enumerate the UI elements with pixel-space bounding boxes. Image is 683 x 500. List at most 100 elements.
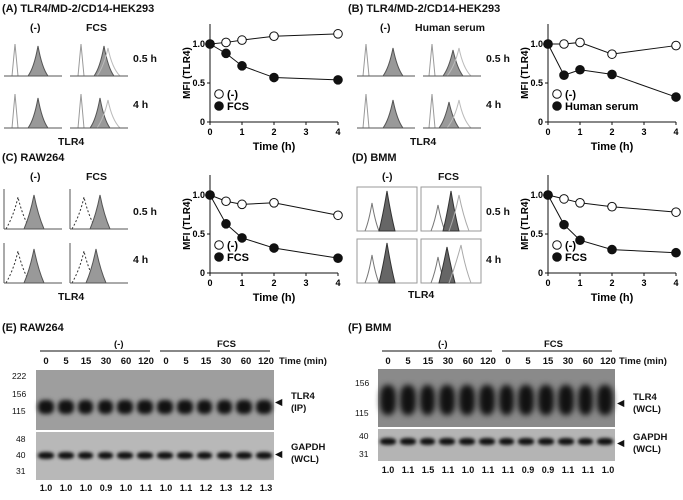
blot-e-top-band-10 — [236, 400, 253, 414]
chart-a-legend-label-0: (-) — [227, 89, 238, 101]
blot-e-bottom-band-3 — [97, 452, 114, 459]
blot-e-bottom-band-8 — [196, 452, 213, 459]
chart-b-xtick-label-3: 3 — [641, 127, 646, 137]
blot-e-mw-222: 222 — [12, 371, 27, 381]
chart-a: 0 1 2 3 4 0 0.5 1.0 Time (h) MFI (TLR4) (-)FCS — [182, 24, 343, 153]
blot-e-label-top-2: (IP) — [291, 403, 307, 414]
blot-f-top-band-0 — [380, 385, 396, 415]
panel-c-cond-pos: FCS — [86, 171, 107, 183]
blot-e-bottom-band-1 — [57, 452, 74, 459]
blot-e-top-band-1 — [57, 400, 74, 414]
chart-c-ylabel: MFI (TLR4) — [182, 198, 193, 250]
chart-b-series-1-point-1 — [559, 70, 569, 81]
blot-e-time-11: 120 — [258, 356, 274, 367]
blot-f-ratio-4: 1.0 — [461, 465, 475, 475]
blot-f-bottom-band-7 — [518, 438, 534, 445]
blot-e-ratio-11: 1.3 — [259, 483, 273, 493]
panel-b-time-1: 0.5 h — [486, 53, 510, 65]
blot-e-bottom-band-6 — [157, 452, 173, 459]
blot-e-label-bottom-2: (WCL) — [291, 454, 319, 465]
chart-b-series-1-point-3 — [607, 69, 617, 80]
chart-c-legend-marker-1 — [214, 252, 224, 262]
chart-a-series-1-point-3 — [269, 72, 279, 83]
chart-d-xtick-label-1: 1 — [577, 278, 582, 288]
blot-f-bottom-band-6 — [498, 438, 515, 445]
panel-b-xlabel: TLR4 — [410, 136, 437, 148]
panel-b-time-2: 4 h — [486, 99, 502, 111]
panel-a-cond-neg: (-) — [30, 22, 41, 34]
blot-f-top-band-2 — [419, 385, 436, 415]
blot-f-top-band-8 — [538, 385, 554, 415]
blot-f-bottom-band-1 — [399, 438, 416, 445]
blot-e-top-band-3 — [97, 400, 114, 414]
chart-b-xtick-label-4: 4 — [673, 127, 678, 137]
chart-d-series-0-point-3 — [607, 201, 617, 212]
chart-c-series-1-point-1 — [221, 219, 231, 229]
blot-e-time-10: 60 — [240, 356, 252, 367]
chart-b-series-0-point-2 — [575, 37, 585, 48]
chart-d-ytick-label-0: 0 — [538, 268, 543, 278]
blot-f-bottom-band-8 — [538, 438, 554, 445]
blot-f-ratio-9: 1.1 — [561, 465, 575, 475]
hist-a-01 — [70, 43, 128, 77]
chart-d-series-0-point-1 — [559, 194, 569, 204]
chart-b-legend-label-0: (-) — [565, 89, 576, 101]
blot-e-time-1: 5 — [63, 356, 69, 367]
blot-e-time-5: 120 — [138, 356, 154, 367]
chart-c-xtick-label-4: 4 — [335, 278, 340, 288]
panel-b-histograms — [357, 43, 481, 129]
chart-d-ylabel: MFI (TLR4) — [520, 198, 531, 250]
chart-d: 0 1 2 3 4 0 0.5 1.0 Time (h) MFI (TLR4) (-)FCS — [520, 175, 681, 304]
panel-c-histograms — [3, 189, 128, 284]
blot-e-bottom-band-11 — [256, 452, 272, 459]
chart-a-xtick-label-3: 3 — [303, 127, 308, 137]
blot-e-mw-156: 156 — [12, 389, 27, 399]
chart-a-series-0-point-4 — [333, 29, 343, 39]
blot-f-ratio-2: 1.5 — [421, 465, 435, 475]
chart-c-ytick-label-2: 1.0 — [192, 190, 205, 200]
chart-a-legend-label-1: FCS — [227, 101, 249, 113]
blot-e-group-lines — [40, 350, 270, 352]
blot-e-top-band-6 — [157, 400, 173, 414]
chart-b-series-1-point-4 — [671, 92, 681, 102]
panel-c-time-2: 4 h — [133, 254, 149, 266]
blot-e-mw-40: 40 — [16, 450, 26, 460]
chart-c-xlabel: Time (h) — [253, 292, 296, 304]
chart-d-legend-label-0: (-) — [565, 240, 576, 252]
blot-e-top-band-7 — [176, 400, 193, 414]
hist-a-10 — [4, 93, 62, 129]
chart-d-series-1-point-4 — [671, 247, 681, 258]
chart-b-xtick-label-1: 1 — [577, 127, 582, 137]
blot-f-bottom-band-2 — [419, 438, 436, 445]
blot-e-label-top-1: TLR4 — [291, 391, 315, 402]
chart-d-xtick-label-4: 4 — [673, 278, 678, 288]
panel-c-time-1: 0.5 h — [133, 206, 157, 218]
blot-f-time-11: 120 — [600, 356, 616, 367]
chart-a-series-1-point-0 — [205, 39, 215, 49]
blot-f-time-unit: Time (min) — [619, 356, 667, 367]
chart-c-series-1-point-2 — [237, 233, 247, 243]
blot-e-top-band-0 — [38, 400, 54, 414]
blot-f-arrow-bottom: ◀ — [617, 438, 625, 449]
blot-e-top-membrane — [36, 370, 274, 430]
chart-a-series-0-point-2 — [237, 35, 247, 45]
blot-f-mw-40: 40 — [359, 431, 369, 441]
blot-e-group-neg: (-) — [114, 339, 124, 350]
chart-a-ytick-label-0: 0 — [200, 117, 205, 127]
chart-c-series-0-point-2 — [237, 199, 247, 210]
panel-d-cond-neg: (-) — [382, 171, 393, 183]
chart-a-xtick-label-2: 2 — [271, 127, 276, 137]
blot-f-ratio-1: 1.1 — [401, 465, 415, 475]
blot-f-time-6: 0 — [505, 356, 511, 367]
panel-a-histograms — [4, 43, 128, 129]
panel-a-time-1: 0.5 h — [133, 53, 157, 65]
blot-f-times: 0 5 15 30 60 120 0 5 15 30 60 120 — [378, 356, 618, 368]
chart-d-series-1-point-0 — [543, 190, 553, 200]
chart-a-ylabel: MFI (TLR4) — [182, 47, 193, 99]
chart-b-series-0-point-3 — [607, 49, 617, 59]
panel-b-cond-neg: (-) — [380, 22, 391, 34]
blot-f-time-5: 120 — [480, 356, 496, 367]
chart-c-series-0-point-1 — [221, 196, 231, 207]
chart-a-xtick-label-0: 0 — [207, 127, 212, 137]
chart-a-xtick-label-1: 1 — [239, 127, 244, 137]
